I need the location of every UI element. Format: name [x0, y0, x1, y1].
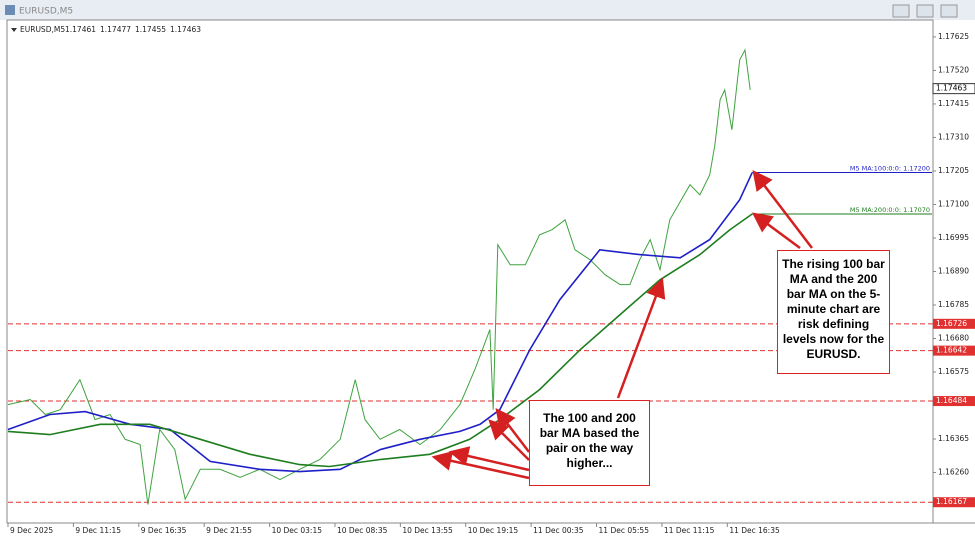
current-price-label: 1.17463 [936, 84, 967, 93]
y-tick-label: 1.17625 [938, 32, 969, 41]
price-level-label: 1.16642 [936, 346, 967, 355]
price-level-tag [933, 345, 975, 356]
x-tick-label: 9 Dec 16:35 [141, 526, 187, 535]
title-bar [0, 0, 975, 20]
x-tick-label: 11 Dec 00:35 [533, 526, 584, 535]
annotation-arrow [448, 446, 530, 472]
ohlc-value: 1.17463 [170, 25, 201, 34]
y-tick-label: 1.17205 [938, 166, 969, 175]
annotation-box: The 100 and 200 bar MA based the pair on… [529, 400, 650, 486]
price-level-label: 1.16167 [936, 497, 967, 506]
symbol-label: EURUSD,M5 [20, 25, 65, 34]
ma-label: M5 MA:200:0:0: 1.17070 [850, 206, 930, 214]
ohlc-value: 1.17455 [135, 25, 166, 34]
price-line [7, 48, 751, 505]
y-tick-label: 1.16575 [938, 367, 969, 376]
annotation-arrow [752, 170, 813, 249]
annotation-box: The rising 100 bar MA and the 200 bar MA… [777, 250, 890, 374]
symbol-marker [11, 28, 17, 32]
app-icon [5, 5, 15, 15]
y-tick-label: 1.16365 [938, 434, 969, 443]
price-level-tag [933, 497, 975, 508]
x-tick-label: 11 Dec 11:15 [664, 526, 715, 535]
annotation-arrow [751, 212, 801, 250]
window-title: EURUSD,M5 [19, 7, 73, 17]
x-tick-label: 9 Dec 11:15 [75, 526, 121, 535]
annotation-arrow [616, 277, 666, 399]
current-price-tag [932, 83, 975, 95]
y-tick-label: 1.16260 [938, 468, 969, 477]
annotation-arrow [495, 408, 530, 453]
x-tick-label: 9 Dec 2025 [10, 526, 53, 535]
y-tick-label: 1.17310 [938, 132, 969, 141]
price-level-tag [933, 318, 975, 329]
x-tick-label: 11 Dec 05:55 [599, 526, 650, 535]
price-level-label: 1.16484 [936, 396, 967, 405]
x-tick-label: 10 Dec 19:15 [468, 526, 519, 535]
x-tick-label: 10 Dec 03:15 [272, 526, 323, 535]
ohlc-value: 1.17461 [65, 25, 96, 34]
price-level-label: 1.16726 [936, 319, 967, 328]
y-tick-label: 1.17415 [938, 99, 969, 108]
price-level-tag [933, 396, 975, 407]
y-tick-label: 1.16890 [938, 266, 969, 275]
x-tick-label: 11 Dec 16:35 [729, 526, 780, 535]
y-tick-label: 1.16785 [938, 300, 969, 309]
moving-average-line [7, 172, 753, 473]
y-tick-label: 1.16995 [938, 233, 969, 242]
y-tick-label: 1.16680 [938, 334, 969, 343]
x-tick-label: 10 Dec 13:55 [402, 526, 453, 535]
x-tick-label: 9 Dec 21:55 [206, 526, 252, 535]
ma-label: M5 MA:100:0:0: 1.17200 [850, 165, 930, 173]
ohlc-value: 1.17477 [100, 25, 131, 34]
y-tick-label: 1.17520 [938, 65, 969, 74]
x-tick-label: 10 Dec 08:35 [337, 526, 388, 535]
window-buttons[interactable] [892, 4, 958, 18]
y-tick-label: 1.17100 [938, 199, 969, 208]
